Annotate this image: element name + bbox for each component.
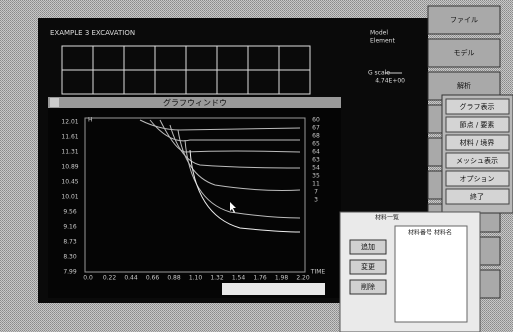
menu-item-label: オプション — [460, 175, 495, 183]
y-tick-label: 12.01 — [61, 119, 78, 126]
right-label: 54 — [312, 165, 320, 172]
cursor — [230, 202, 236, 213]
x-tick-label: 1.98 — [275, 275, 289, 282]
menu-item-label: 材料 / 境界 — [460, 138, 495, 147]
menu-item[interactable] — [445, 170, 510, 187]
y-tick-label: 9.16 — [63, 224, 77, 231]
y-tick-label: 9.56 — [63, 209, 77, 216]
side-button-label: 解析 — [457, 81, 471, 90]
y-tick-label: 10.89 — [61, 164, 78, 171]
right-label: 60 — [312, 117, 320, 124]
right-label: 68 — [312, 133, 320, 140]
status-strip — [222, 283, 325, 295]
plot-area — [84, 117, 306, 273]
x-tick-label: 1.10 — [189, 275, 203, 282]
dialog-button[interactable] — [349, 259, 387, 275]
graph-titlebar — [48, 97, 341, 108]
right-label: 3 — [314, 197, 318, 204]
side-button[interactable] — [427, 38, 501, 68]
right-label: 63 — [312, 157, 320, 164]
window-title: EXAMPLE 3 EXCAVATION — [50, 29, 135, 37]
element-label: Element — [370, 38, 395, 45]
right-label: 64 — [312, 149, 320, 156]
x-tick-label: 0.44 — [124, 275, 138, 282]
dialog-list — [394, 225, 468, 323]
model-label: Model — [370, 30, 388, 37]
right-label: 65 — [312, 141, 320, 148]
y-tick-label: 8.73 — [63, 239, 77, 246]
dialog-button-label: 追加 — [361, 242, 375, 251]
titlebar-icon[interactable] — [50, 98, 59, 107]
dialog-button-label: 削除 — [361, 282, 375, 291]
curves — [139, 119, 301, 233]
right-label: 35 — [312, 173, 320, 180]
x-tick-label: 0.22 — [103, 275, 117, 282]
dialog-title: 材料一覧 — [375, 214, 399, 222]
menu-item-label: 終了 — [470, 192, 484, 201]
y-axis-label: H — [88, 117, 93, 124]
scale-label: G scale — [368, 70, 390, 77]
menu-item-label: グラフ表示 — [460, 102, 495, 111]
x-tick-label: 1.32 — [210, 275, 224, 282]
side-button-label: ファイル — [450, 16, 478, 24]
menu-item[interactable] — [445, 152, 510, 169]
x-tick-label: 0.88 — [167, 275, 181, 282]
x-axis-label: TIME — [310, 269, 326, 276]
x-tick-label: 0.0 — [83, 275, 93, 282]
x-tick-label: 2.20 — [296, 275, 310, 282]
y-tick-label: 8.30 — [63, 254, 77, 261]
side-button-label: モデル — [454, 48, 475, 57]
list-header: 材料番号 材料名 — [408, 229, 452, 237]
menu-item[interactable] — [445, 98, 510, 115]
x-tick-label: 1.76 — [253, 275, 267, 282]
x-tick-label: 1.54 — [232, 275, 246, 282]
right-label: 11 — [312, 181, 320, 188]
side-button[interactable] — [427, 5, 501, 35]
y-tick-label: 11.61 — [61, 134, 78, 141]
model-grid — [61, 45, 311, 95]
x-tick-label: 0.66 — [146, 275, 160, 282]
menu-item[interactable] — [445, 116, 510, 133]
dialog-button[interactable] — [349, 279, 387, 295]
menu-item-label: メッシュ表示 — [456, 156, 498, 165]
menu-item[interactable] — [445, 188, 510, 205]
y-tick-label: 7.99 — [63, 269, 77, 276]
scale-value: 4.74E+00 — [375, 78, 405, 85]
y-tick-label: 11.31 — [61, 149, 78, 156]
graph-window — [48, 108, 341, 298]
y-tick-label: 10.01 — [61, 194, 78, 201]
menu-item[interactable] — [445, 134, 510, 151]
right-label: 67 — [312, 125, 320, 132]
dialog-button[interactable] — [349, 239, 387, 255]
menu-item-label: 節点 / 要素 — [460, 120, 495, 129]
dialog-button-label: 変更 — [361, 262, 375, 271]
right-label: 7 — [314, 189, 318, 196]
y-tick-label: 10.45 — [61, 179, 78, 186]
graph-title: グラフウィンドウ — [163, 98, 227, 108]
